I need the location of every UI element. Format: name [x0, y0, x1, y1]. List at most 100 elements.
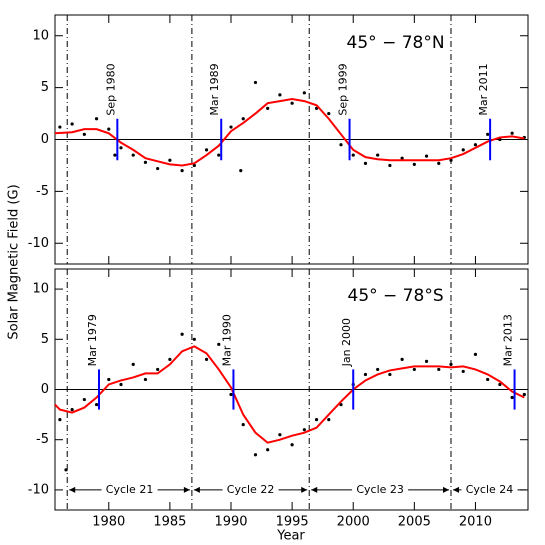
reversal-label: Mar 1989 — [208, 63, 221, 115]
arrow-head — [311, 486, 318, 493]
smoothed-line — [54, 345, 525, 444]
data-point — [498, 382, 502, 387]
data-point — [192, 163, 196, 168]
data-point — [302, 428, 306, 432]
cycle-label-bg — [101, 482, 158, 497]
data-point — [339, 143, 343, 147]
data-point — [363, 372, 368, 377]
data-point — [266, 106, 270, 110]
data-point — [58, 418, 62, 422]
data-point — [58, 125, 62, 129]
data-point — [204, 148, 209, 152]
data-point — [412, 162, 416, 166]
cycle-label: Cycle 22 — [227, 483, 275, 496]
data-point — [107, 127, 111, 131]
arrow-head — [453, 486, 459, 493]
data-point — [400, 156, 404, 160]
data-point — [486, 132, 490, 136]
data-point — [461, 148, 465, 152]
data-point — [70, 122, 74, 126]
data-point — [119, 146, 123, 150]
data-point — [143, 377, 148, 382]
data-point — [376, 153, 380, 157]
data-point — [290, 443, 294, 447]
x-tick-label: 2010 — [459, 515, 492, 530]
data-point — [94, 402, 99, 407]
data-point — [290, 101, 294, 105]
reversal-label: Mar 1979 — [86, 314, 99, 366]
data-point — [192, 337, 196, 341]
data-point — [217, 342, 221, 346]
reversal-label: Jan 2000 — [340, 318, 353, 367]
data-point — [266, 448, 270, 452]
y-tick-label: -5 — [36, 432, 49, 447]
data-point — [437, 367, 441, 372]
data-point — [82, 397, 86, 402]
data-point — [70, 407, 74, 412]
arrow-head — [443, 486, 449, 493]
arrow-head — [193, 486, 200, 493]
data-point — [107, 377, 111, 382]
y-tick-label: 0 — [41, 382, 49, 397]
data-point — [314, 418, 319, 422]
data-point — [239, 169, 243, 173]
data-point — [327, 111, 331, 116]
y-tick-label: 5 — [41, 80, 49, 95]
x-tick-label: 2005 — [398, 515, 431, 530]
reversal-label: Mar 1990 — [220, 314, 233, 366]
data-point — [424, 359, 429, 363]
cycle-label-bg — [222, 482, 279, 497]
y-tick-label: -10 — [28, 236, 49, 251]
data-point — [131, 153, 135, 157]
data-point — [143, 160, 148, 164]
data-point — [302, 91, 306, 95]
data-point — [253, 80, 258, 85]
data-point — [180, 332, 184, 336]
data-point — [449, 158, 453, 162]
data-point — [241, 423, 245, 427]
data-point — [217, 153, 221, 157]
reversal-label: Mar 2013 — [502, 314, 515, 366]
data-point — [180, 169, 184, 173]
arrow-head — [183, 486, 190, 493]
data-point — [156, 367, 160, 372]
data-point — [400, 357, 404, 361]
data-point — [253, 453, 258, 457]
data-point — [82, 132, 86, 136]
reversal-label: Sep 1999 — [337, 63, 350, 115]
data-point — [131, 362, 135, 366]
data-point — [461, 369, 465, 374]
cycle-label: Cycle 23 — [356, 483, 404, 496]
data-point — [168, 158, 172, 162]
y-tick-label: 0 — [41, 132, 49, 147]
x-tick-label: 1980 — [92, 515, 125, 530]
data-point — [412, 367, 416, 372]
panel-title: 45° − 78°S — [348, 286, 444, 306]
x-tick-label: 1990 — [214, 515, 247, 530]
cycle-label: Cycle 24 — [466, 483, 514, 496]
data-point — [486, 377, 490, 382]
y-tick-label: 10 — [32, 282, 49, 297]
panel-title: 45° − 78°N — [347, 33, 445, 53]
y-axis-label: Solar Magnetic Field (G) — [7, 184, 22, 339]
data-point — [522, 392, 526, 397]
data-point — [241, 117, 245, 121]
data-point — [437, 161, 441, 165]
data-point — [351, 153, 355, 157]
data-point — [424, 154, 429, 158]
arrow-head — [301, 486, 308, 493]
smoothed-line — [54, 98, 525, 167]
data-point — [473, 352, 478, 356]
x-axis-label: Year — [276, 529, 305, 544]
data-point — [376, 367, 380, 372]
data-point — [113, 153, 117, 157]
cycle-label: Cycle 21 — [106, 483, 154, 496]
data-point — [510, 131, 514, 135]
y-tick-label: -10 — [28, 482, 49, 497]
arrow-head — [69, 486, 76, 493]
data-point — [229, 392, 233, 397]
data-point — [510, 395, 514, 400]
data-point — [327, 418, 331, 422]
reversal-label: Mar 2011 — [477, 63, 490, 115]
